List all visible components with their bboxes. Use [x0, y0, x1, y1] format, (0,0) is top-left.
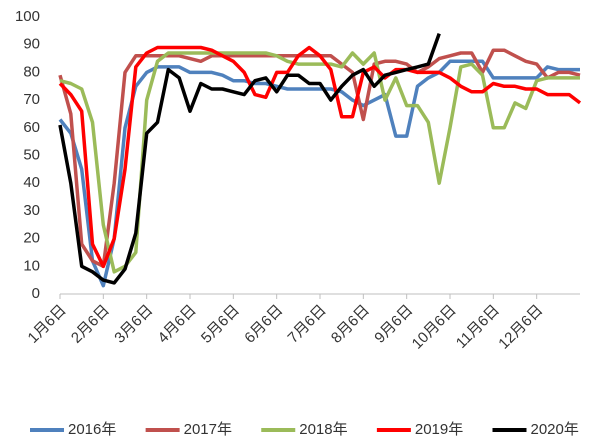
x-tick-label: 8月6日 [328, 302, 373, 347]
series-line [59, 51, 580, 274]
y-tick-label: 100 [15, 8, 40, 25]
y-tick-label: 50 [23, 146, 40, 163]
x-tick-label: 5月6日 [198, 302, 243, 347]
x-tick-label: 3月6日 [111, 302, 156, 347]
legend-label: 2019年 [415, 421, 463, 438]
series-line [58, 45, 582, 269]
y-tick-label: 60 [23, 119, 40, 136]
x-tick-label: 1月6日 [25, 302, 70, 347]
y-tick-label: 0 [32, 285, 40, 302]
y-tick-label: 30 [23, 202, 40, 219]
y-tick-label: 70 [23, 91, 40, 108]
series-line [58, 59, 580, 288]
legend-label: 2017年 [184, 421, 232, 438]
y-tick-label: 10 [23, 257, 40, 274]
x-tick-label: 11月6日 [453, 302, 503, 352]
series-line [58, 33, 441, 285]
legend-label: 2016年 [68, 421, 116, 438]
x-tick-label: 4月6日 [155, 302, 200, 347]
y-tick-label: 20 [23, 230, 40, 247]
y-tick-label: 80 [23, 63, 40, 80]
x-tick-label: 2月6日 [68, 302, 113, 347]
x-tick-label: 6月6日 [241, 302, 286, 347]
y-tick-label: 90 [23, 36, 40, 53]
x-tick-label: 10月6日 [409, 302, 460, 353]
x-tick-label: 12月6日 [495, 302, 546, 353]
legend-label: 2018年 [299, 421, 347, 438]
legend-label: 2020年 [530, 421, 578, 438]
y-tick-label: 40 [23, 174, 40, 191]
x-tick-label: 7月6日 [285, 302, 330, 347]
